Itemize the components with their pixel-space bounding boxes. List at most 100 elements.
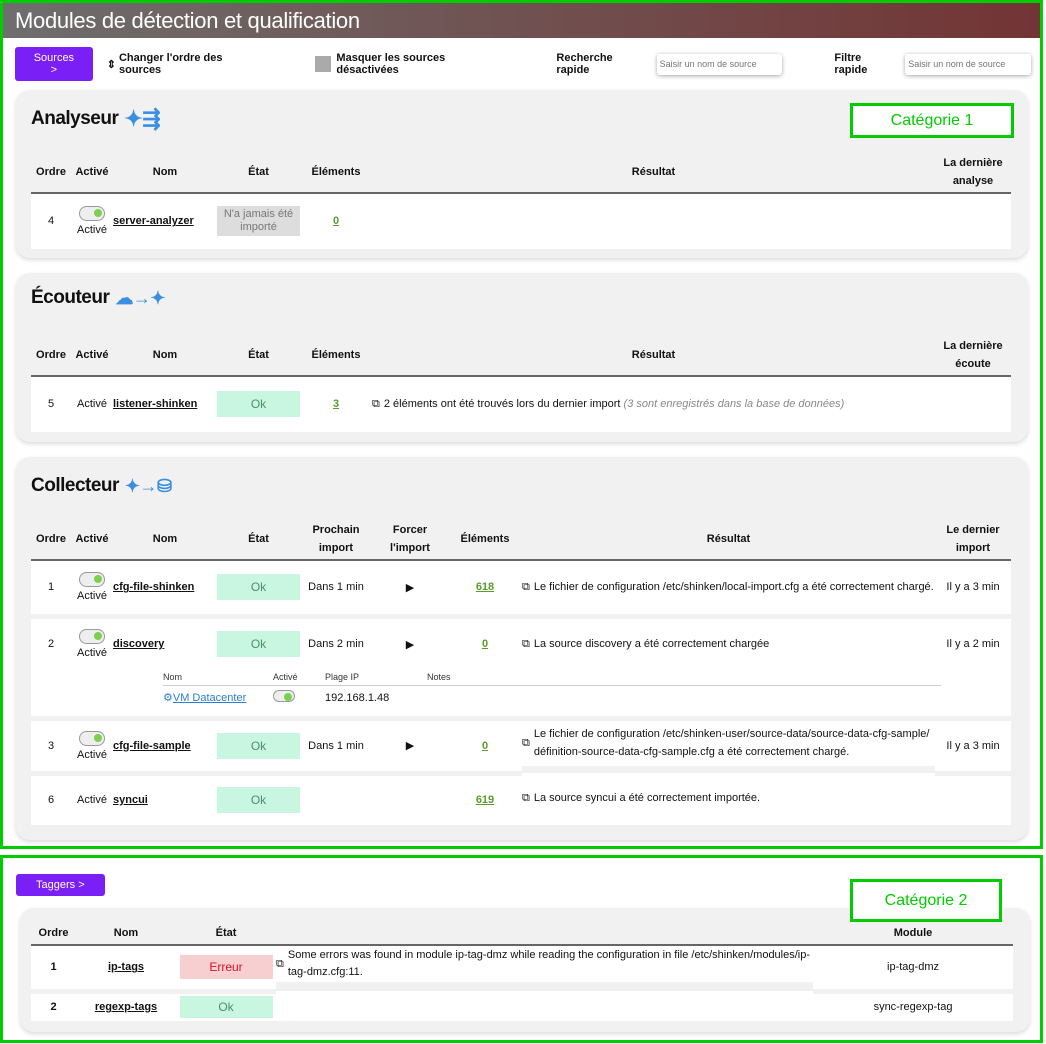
result: 2 éléments ont été trouvés lors du derni…	[383, 397, 621, 410]
play-icon: ▶	[405, 581, 415, 594]
ecouteur-section: Écouteur ☁→✦ Ordre Activé Nom État Éléments Ré…	[16, 273, 1028, 442]
active-label: Activé	[77, 647, 107, 660]
external-link-icon[interactable]: ⧉	[372, 397, 380, 410]
result-note: (3 sont enregistrés dans la base de donn…	[623, 397, 845, 410]
module: ip-tag-dmz	[813, 945, 1013, 994]
gear-icon: ⚙	[163, 692, 173, 705]
external-link-icon[interactable]: ⧉	[522, 737, 530, 749]
external-link-icon[interactable]: ⧉	[522, 637, 530, 650]
col-header: Le dernier import	[935, 521, 1011, 561]
order: 1	[31, 945, 76, 994]
table-row: 4 Activé server-analyzer N'a jamais été …	[31, 193, 1011, 254]
next-import: Dans 2 min	[300, 616, 372, 670]
table-row: 1 Activé cfg-file-shinken Ok Dans 1 min …	[31, 560, 1011, 619]
force-import-button[interactable]: ▶	[372, 560, 448, 619]
listener-icon: ☁→✦	[115, 287, 165, 308]
last-import: Il y a 3 min	[935, 560, 1011, 619]
section-title: Collecteur	[31, 475, 119, 496]
play-icon: ▶	[405, 740, 415, 752]
last-import: Il y a 3 min	[935, 718, 1011, 776]
force-import-button[interactable]: ▶	[372, 616, 448, 670]
elements-count-link[interactable]: 3	[332, 398, 340, 411]
col-header: Prochain import	[300, 521, 372, 561]
order: 4	[31, 193, 71, 254]
col-header: Module	[813, 924, 1013, 946]
tagger-name-link[interactable]: ip-tags	[107, 961, 145, 974]
active-toggle[interactable]	[79, 730, 105, 746]
active-label: Activé	[71, 376, 113, 437]
sub-header: Plage IP	[325, 672, 360, 683]
status-badge: Ok	[217, 391, 300, 418]
source-name-link[interactable]: cfg-file-sample	[113, 739, 191, 752]
result: Le fichier de configuration /etc/shinken…	[533, 580, 934, 593]
col-header: Résultat	[372, 154, 935, 194]
ip-range: 192.168.1.48	[325, 691, 390, 704]
external-link-icon[interactable]: ⧉	[276, 957, 284, 970]
table-row: 3 Activé cfg-file-sample Ok Dans 1 min ▶…	[31, 718, 1011, 776]
col-header: La dernière analyse	[935, 154, 1011, 194]
discovery-rule-link[interactable]: VM Datacenter	[172, 692, 247, 705]
sources-button[interactable]: Sources >	[15, 47, 93, 81]
rule-active-toggle[interactable]	[273, 690, 295, 703]
quick-search-label: Recherche rapide	[556, 52, 613, 76]
source-name-link[interactable]: server-analyzer	[113, 215, 194, 228]
col-header	[276, 924, 813, 946]
col-header: Ordre	[31, 154, 71, 194]
result: La source syncui a été correctement impo…	[533, 792, 761, 805]
last-analysis	[935, 193, 1011, 254]
active-toggle[interactable]	[79, 629, 105, 645]
taggers-section: Ordre Nom État Module 1 ip-tags Erreur ⧉ Som…	[20, 908, 1030, 1032]
col-header: État	[217, 154, 300, 194]
ecouteur-table: Ordre Activé Nom État Éléments Résultat La der…	[31, 337, 1011, 437]
col-header: Activé	[71, 154, 113, 194]
active-toggle[interactable]	[79, 206, 105, 222]
status-badge: Ok	[217, 631, 300, 658]
force-import-button[interactable]: ▶	[372, 718, 448, 776]
taggers-button[interactable]: Taggers >	[16, 874, 105, 896]
active-label: Activé	[77, 748, 107, 761]
source-name-link[interactable]: discovery	[113, 638, 165, 651]
external-link-icon[interactable]: ⧉	[522, 580, 530, 593]
active-label: Activé	[77, 224, 107, 237]
col-header: Ordre	[31, 337, 71, 377]
col-header: Nom	[113, 521, 217, 561]
reorder-label: Changer l'ordre des sources	[118, 52, 223, 76]
category-1-frame: Modules de détection et qualification	[0, 0, 1043, 849]
elements-count-link[interactable]: 0	[481, 739, 489, 752]
reorder-sources-link[interactable]: ⇕ Changer l'ordre des sources	[107, 52, 268, 76]
checkbox[interactable]	[315, 56, 332, 72]
hide-disabled-label: Masquer les sources désactivées	[336, 52, 446, 76]
collecteur-table: Ordre Activé Nom État Prochain import Forcer …	[31, 521, 1011, 830]
elements-count-link[interactable]: 0	[332, 215, 340, 228]
quick-search-input[interactable]	[656, 53, 783, 75]
col-header: Éléments	[300, 154, 372, 194]
source-name-link[interactable]: cfg-file-shinken	[113, 581, 195, 594]
source-name-link[interactable]: syncui	[113, 794, 148, 806]
col-header: État	[176, 924, 276, 946]
col-header: Éléments	[300, 337, 372, 377]
col-header: Activé	[71, 337, 113, 377]
elements-count-link[interactable]: 618	[475, 581, 495, 594]
quick-filter-input[interactable]	[905, 53, 1031, 75]
module: sync-regexp-tag	[813, 991, 1013, 1026]
elements-count-link[interactable]: 619	[475, 794, 495, 806]
active-toggle[interactable]	[79, 572, 105, 588]
external-link-icon[interactable]: ⧉	[522, 792, 530, 805]
result: Le fichier de configuration /etc/shinken…	[533, 728, 930, 758]
table-row: 2 Activé discovery Ok Dans 2 min ▶ 0 ⧉ La…	[31, 616, 1011, 670]
collecteur-section: Collecteur ✦→⛁ Ordre Activé Nom État Prochain…	[16, 457, 1028, 840]
hide-disabled-toggle[interactable]: Masquer les sources désactivées	[315, 52, 510, 76]
sort-icon: ⇕	[106, 58, 116, 71]
tagger-name-link[interactable]: regexp-tags	[94, 1001, 158, 1013]
col-header: Nom	[113, 337, 217, 377]
sub-header: Activé	[273, 672, 298, 683]
analyzer-icon: ✦⇶	[124, 106, 161, 131]
source-name-link[interactable]: listener-shinken	[113, 398, 198, 411]
status-badge: Ok	[217, 787, 300, 813]
result	[276, 991, 813, 1026]
category-1-label: Catégorie 1	[850, 103, 1014, 138]
next-import: Dans 1 min	[300, 718, 372, 776]
elements-count-link[interactable]: 0	[481, 638, 489, 651]
col-header: État	[217, 521, 300, 561]
col-header: La dernière écoute	[935, 337, 1011, 377]
